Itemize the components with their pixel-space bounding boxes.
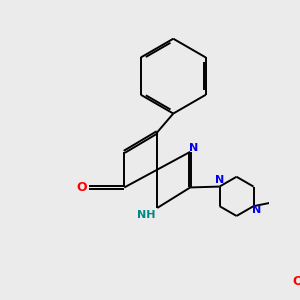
Text: N: N <box>215 175 224 185</box>
Text: NH: NH <box>137 210 156 220</box>
Text: N: N <box>189 143 198 153</box>
Text: N: N <box>252 205 262 215</box>
Text: O: O <box>76 181 87 194</box>
Text: O: O <box>293 275 300 288</box>
